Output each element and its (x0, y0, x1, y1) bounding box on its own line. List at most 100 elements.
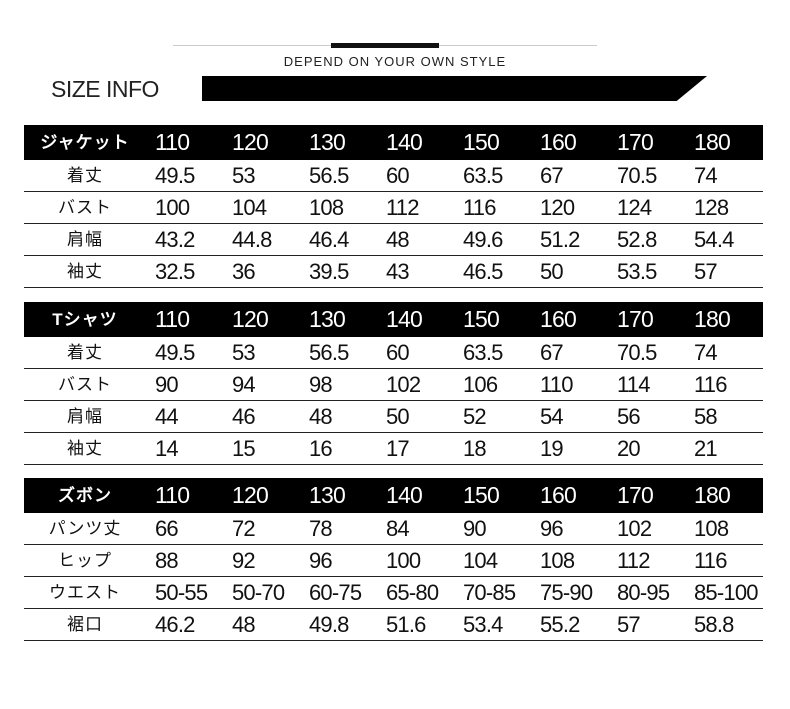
measurement-label: バスト (58, 198, 112, 217)
size-header: 150 (463, 482, 500, 508)
measurement-value: 46.2 (155, 612, 195, 637)
measurement-value: 46 (232, 404, 256, 429)
measurement-value: 53.5 (617, 259, 657, 284)
measurement-value: 43.2 (155, 227, 195, 252)
size-header: 160 (540, 129, 577, 155)
size-header: 130 (309, 306, 346, 332)
size-header: 120 (232, 482, 269, 508)
measurement-value: 63.5 (463, 163, 503, 188)
measurement-value: 75-90 (540, 580, 593, 605)
size-header: 170 (617, 129, 654, 155)
measurement-value: 94 (232, 372, 256, 397)
measurement-value: 90 (155, 372, 179, 397)
measurement-value: 116 (694, 548, 727, 573)
measurement-value: 48 (309, 404, 333, 429)
measurement-value: 128 (694, 195, 729, 220)
size-header: 130 (309, 482, 346, 508)
measurement-value: 57 (617, 612, 641, 637)
measurement-value: 98 (309, 372, 333, 397)
garment-name: ズボン (58, 486, 112, 505)
measurement-value: 39.5 (309, 259, 349, 284)
measurement-value: 88 (155, 548, 179, 573)
measurement-value: 18 (463, 436, 487, 461)
table-row: 袖丈 14 15 16 17 18 19 20 21 (24, 433, 763, 465)
measurement-value: 55.2 (540, 612, 580, 637)
garment-name: Tシャツ (52, 310, 118, 329)
measurement-value: 112 (617, 548, 650, 573)
size-header: 160 (540, 482, 577, 508)
measurement-value: 53.4 (463, 612, 503, 637)
measurement-value: 114 (617, 372, 650, 397)
size-header: 180 (694, 129, 731, 155)
table-row: 肩幅 43.2 44.8 46.4 48 49.6 51.2 52.8 54.4 (24, 224, 763, 256)
measurement-value: 80-95 (617, 580, 670, 605)
measurement-value: 50 (386, 404, 410, 429)
measurement-value: 90 (463, 516, 487, 541)
measurement-value: 46.4 (309, 227, 349, 252)
measurement-value: 56.5 (309, 340, 349, 365)
measurement-value: 53 (232, 340, 256, 365)
measurement-value: 104 (232, 195, 267, 220)
size-header: 120 (232, 306, 269, 332)
measurement-value: 100 (155, 195, 190, 220)
measurement-label: ヒップ (58, 551, 112, 570)
size-header: 140 (386, 482, 423, 508)
measurement-label: バスト (58, 375, 112, 394)
tshirt-size-table: Tシャツ 110 120 130 140 150 160 170 180 着丈 49.5 53 56.5… (24, 302, 763, 465)
measurement-value: 63.5 (463, 340, 503, 365)
measurement-value: 44.8 (232, 227, 272, 252)
measurement-value: 17 (386, 436, 410, 461)
measurement-value: 50-55 (155, 580, 208, 605)
title-banner (202, 76, 707, 101)
measurement-value: 96 (309, 548, 333, 573)
measurement-value: 56.5 (309, 163, 349, 188)
size-header: 110 (155, 306, 190, 332)
measurement-value: 50 (540, 259, 564, 284)
measurement-value: 60-75 (309, 580, 362, 605)
measurement-value: 78 (309, 516, 333, 541)
measurement-value: 15 (232, 436, 256, 461)
measurement-value: 56 (617, 404, 641, 429)
measurement-value: 49.6 (463, 227, 503, 252)
size-header: 170 (617, 306, 654, 332)
measurement-value: 100 (386, 548, 421, 573)
measurement-value: 49.8 (309, 612, 349, 637)
size-header: 140 (386, 129, 423, 155)
size-header: 150 (463, 306, 500, 332)
measurement-value: 52 (463, 404, 487, 429)
table-row: 着丈 49.5 53 56.5 60 63.5 67 70.5 74 (24, 160, 763, 192)
size-header: 110 (155, 129, 190, 155)
measurement-value: 65-80 (386, 580, 439, 605)
measurement-value: 72 (232, 516, 256, 541)
measurement-value: 51.2 (540, 227, 580, 252)
measurement-value: 102 (386, 372, 421, 397)
table-row: 袖丈 32.5 36 39.5 43 46.5 50 53.5 57 (24, 256, 763, 288)
table-header-row: ズボン 110 120 130 140 150 160 170 180 (24, 478, 763, 513)
measurement-label: 着丈 (67, 343, 103, 362)
measurement-value: 124 (617, 195, 652, 220)
measurement-value: 104 (463, 548, 498, 573)
table-row: 裾口 46.2 48 49.8 51.6 53.4 55.2 57 58.8 (24, 609, 763, 641)
measurement-value: 60 (386, 340, 410, 365)
measurement-value: 85-100 (694, 580, 758, 605)
measurement-value: 14 (155, 436, 179, 461)
measurement-value: 48 (386, 227, 410, 252)
jacket-size-table: ジャケット 110 120 130 140 150 160 170 180 着丈 49.5 53 56.… (24, 125, 763, 288)
measurement-value: 21 (694, 436, 718, 461)
measurement-value: 67 (540, 163, 564, 188)
page-title: SIZE INFO (51, 76, 159, 102)
measurement-value: 112 (386, 195, 419, 220)
measurement-value: 44 (155, 404, 179, 429)
measurement-label: 袖丈 (67, 262, 103, 281)
measurement-value: 70.5 (617, 340, 657, 365)
table-row: 肩幅 44 46 48 50 52 54 56 58 (24, 401, 763, 433)
measurement-value: 66 (155, 516, 179, 541)
measurement-value: 102 (617, 516, 652, 541)
measurement-label: 袖丈 (67, 439, 103, 458)
slogan: DEPEND ON YOUR OWN STYLE (283, 54, 507, 69)
measurement-label: 肩幅 (67, 230, 103, 249)
measurement-value: 58 (694, 404, 718, 429)
size-header: 120 (232, 129, 269, 155)
measurement-value: 16 (309, 436, 333, 461)
size-header: 160 (540, 306, 577, 332)
